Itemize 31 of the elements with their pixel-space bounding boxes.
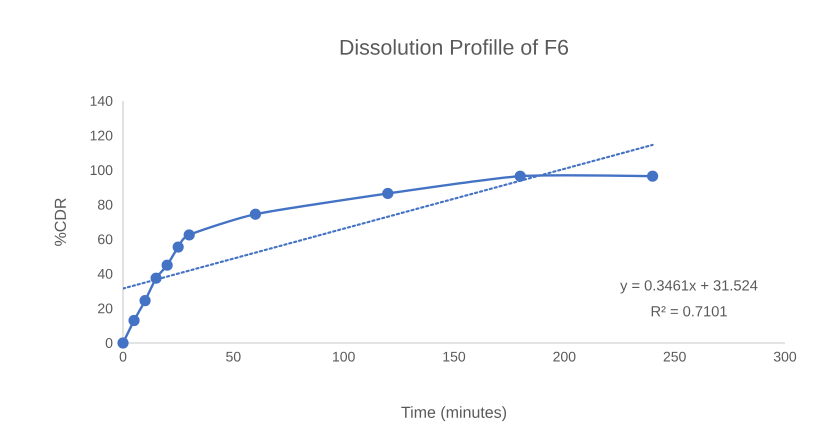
y-tick-label: 0	[106, 338, 112, 348]
chart-title: Dissolution Profille of F6	[340, 39, 568, 55]
annotation: y = 0.3461x + 31.524	[620, 280, 758, 294]
x-tick-label: 0	[120, 352, 126, 362]
point	[162, 260, 173, 271]
point	[128, 314, 140, 326]
point	[382, 188, 394, 200]
point	[139, 295, 151, 306]
y-tick-label: 40	[98, 268, 112, 279]
y-tick-label: 140	[90, 96, 112, 106]
y-axis-title: %CDR	[54, 198, 66, 246]
y-tick-label: 80	[98, 200, 112, 210]
point	[150, 272, 162, 284]
point	[647, 170, 658, 182]
x-tick-label: 50	[226, 352, 241, 362]
y-tick-label: 120	[90, 130, 112, 141]
x-tick-label: 150	[443, 352, 466, 362]
point	[172, 241, 184, 253]
point	[184, 229, 195, 241]
y-tick-label: 20	[98, 303, 112, 314]
annotation: R² = 0.7101	[652, 306, 727, 316]
x-tick-label: 300	[774, 352, 796, 362]
x-axis-title: Time (minutes)	[401, 406, 506, 422]
y-tick-label: 60	[98, 234, 112, 244]
x-tick-label: 250	[664, 352, 686, 362]
x-tick-label: 200	[553, 352, 576, 362]
point	[514, 170, 526, 182]
point	[117, 337, 129, 349]
x-tick-label: 100	[333, 352, 355, 362]
point	[250, 208, 262, 220]
y-tick-label: 100	[90, 165, 112, 176]
